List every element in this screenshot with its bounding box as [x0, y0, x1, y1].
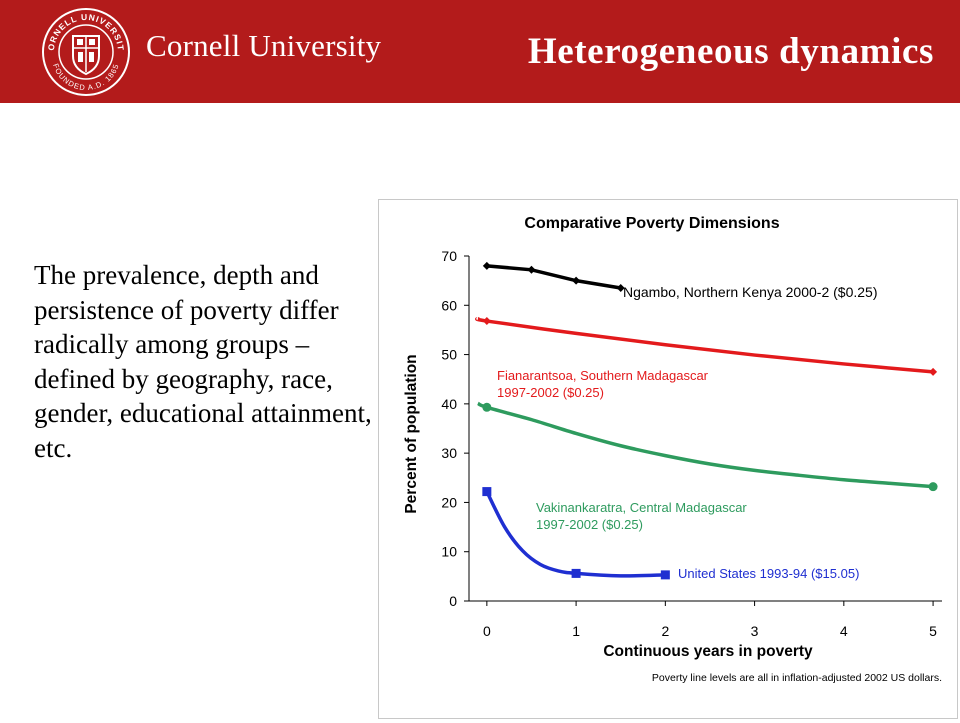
y-tick-label: 60: [441, 297, 457, 313]
chart-title: Comparative Poverty Dimensions: [524, 215, 779, 232]
series-0-label: Ngambo, Northern Kenya 2000-2 ($0.25): [623, 284, 877, 300]
series-3-point: [660, 570, 670, 580]
x-tick-label: 3: [751, 623, 759, 639]
y-tick-label: 20: [441, 494, 457, 510]
series-1-label: 1997-2002 ($0.25): [497, 385, 604, 400]
x-tick-label: 4: [840, 623, 848, 639]
series-3-point: [482, 487, 492, 497]
series-0-point: [527, 265, 536, 274]
x-tick-label: 0: [483, 623, 491, 639]
y-tick-label: 10: [441, 544, 457, 560]
chart-panel: Comparative Poverty Dimensions Percent o…: [378, 199, 958, 719]
cornell-seal-icon: CORNELL UNIVERSITY FOUNDED A.D. 1865: [40, 6, 130, 96]
series-1-line: [475, 316, 934, 374]
x-tick-label: 1: [572, 623, 580, 639]
y-axis-label: Percent of population: [403, 354, 420, 513]
series-1-point: [482, 317, 491, 326]
series-2-point: [482, 402, 492, 412]
chart-footnote: Poverty line levels are all in inflation…: [652, 672, 942, 684]
series-2-label: 1997-2002 ($0.25): [536, 517, 643, 532]
series-2-line: [477, 401, 934, 489]
y-tick-label: 50: [441, 347, 457, 363]
y-tick-label: 30: [441, 445, 457, 461]
plot-area: 0 10 20 30 40 50 60 70 0 1 2 3 4 5 Ngambo, Northern Ke…: [441, 248, 942, 639]
y-tick-label: 0: [449, 593, 457, 609]
x-axis-label: Continuous years in poverty: [603, 643, 813, 660]
series-0-point: [572, 276, 581, 285]
series-3-line: [485, 490, 666, 578]
slide-title: Heterogeneous dynamics: [527, 31, 934, 72]
y-tick-label: 70: [441, 248, 457, 264]
brand-name: Cornell University: [146, 28, 382, 63]
series-1-label: Fianarantsoa, Southern Madagascar: [497, 368, 709, 383]
series-0-point: [482, 261, 491, 270]
series-0-point: [616, 284, 625, 293]
series-3-point: [571, 568, 581, 578]
series-1-point: [929, 367, 938, 376]
x-tick-label: 2: [661, 623, 669, 639]
series-2-point: [928, 482, 938, 492]
y-tick-label: 40: [441, 396, 457, 412]
x-tick-label: 5: [929, 623, 937, 639]
svg-text:CORNELL UNIVERSITY: CORNELL UNIVERSITY: [40, 6, 126, 52]
poverty-line-chart: Comparative Poverty Dimensions Percent o…: [403, 215, 942, 684]
series-0-line: [486, 264, 622, 290]
header-bar: CORNELL UNIVERSITY FOUNDED A.D. 1865 Cor…: [0, 0, 960, 103]
series-2-label: Vakinankaratra, Central Madagascar: [536, 500, 747, 515]
body-paragraph: The prevalence, depth and persistence of…: [34, 260, 372, 463]
series-3-label: United States 1993-94 ($15.05): [678, 566, 859, 581]
